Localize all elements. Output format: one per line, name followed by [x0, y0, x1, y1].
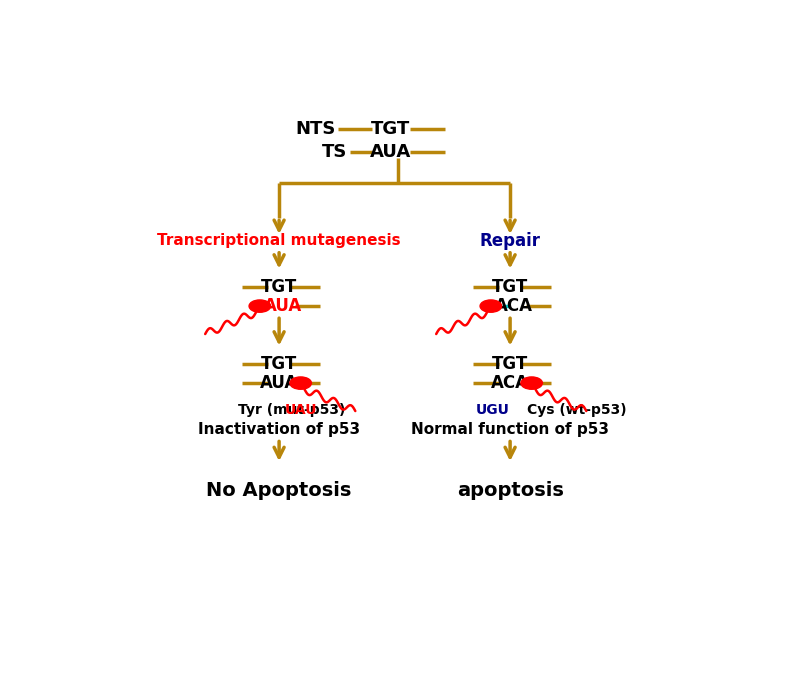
Ellipse shape [290, 377, 311, 389]
Text: Inactivation of p53: Inactivation of p53 [198, 422, 360, 437]
Text: Repair: Repair [480, 232, 541, 250]
Text: TGT: TGT [371, 120, 410, 138]
Text: Transcriptional mutagenesis: Transcriptional mutagenesis [158, 233, 401, 248]
Text: TGT: TGT [492, 355, 528, 373]
Text: TGT: TGT [492, 278, 528, 296]
Text: apoptosis: apoptosis [457, 482, 563, 500]
Ellipse shape [249, 300, 270, 313]
Ellipse shape [480, 300, 502, 313]
Text: TGT: TGT [261, 355, 298, 373]
Text: UAU: UAU [285, 403, 317, 417]
Text: TS: TS [322, 143, 347, 161]
Text: AUA: AUA [260, 374, 298, 392]
Text: No Apoptosis: No Apoptosis [206, 482, 352, 500]
Text: NTS: NTS [295, 120, 335, 138]
Text: TGT: TGT [261, 278, 298, 296]
Text: ACA: ACA [491, 374, 529, 392]
Text: Tyr (mut-p53): Tyr (mut-p53) [238, 403, 346, 417]
Text: UGU: UGU [476, 403, 510, 417]
Text: Normal function of p53: Normal function of p53 [411, 422, 609, 437]
Text: ACA: ACA [495, 297, 533, 315]
Ellipse shape [521, 377, 542, 389]
Text: AUA: AUA [370, 143, 411, 161]
Text: AUA: AUA [264, 297, 302, 315]
Text: Cys (wt-p53): Cys (wt-p53) [527, 403, 626, 417]
